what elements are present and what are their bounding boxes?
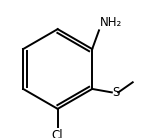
Text: Cl: Cl <box>52 129 64 138</box>
Text: NH₂: NH₂ <box>100 16 122 29</box>
Text: S: S <box>112 86 119 99</box>
